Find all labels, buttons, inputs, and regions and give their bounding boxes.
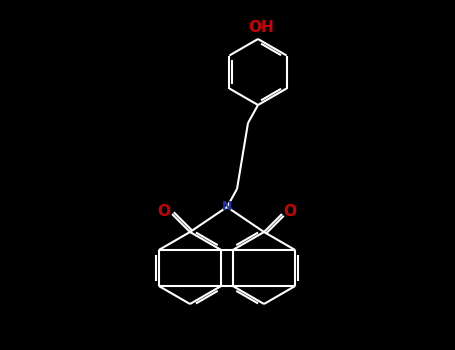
Text: OH: OH: [248, 20, 274, 35]
Text: O: O: [157, 204, 171, 219]
Text: O: O: [283, 204, 297, 219]
Text: N: N: [222, 201, 232, 214]
